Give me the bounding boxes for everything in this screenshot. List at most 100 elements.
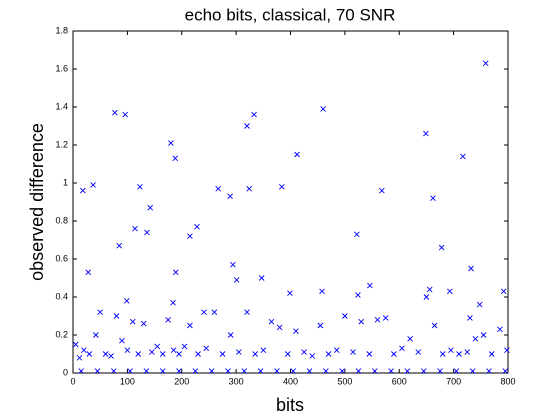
- point: [79, 187, 86, 194]
- point: [339, 368, 345, 374]
- x-axis-label: bits: [276, 395, 304, 415]
- point: [144, 229, 150, 236]
- point: [135, 351, 142, 357]
- point: [124, 297, 130, 304]
- point: [379, 187, 385, 194]
- point: [244, 309, 250, 316]
- x-tick-label: 500: [337, 376, 352, 386]
- point: [260, 347, 267, 354]
- point: [90, 182, 96, 188]
- point: [404, 368, 411, 374]
- point: [423, 294, 430, 300]
- point: [290, 368, 297, 374]
- point: [241, 368, 248, 374]
- point: [176, 368, 182, 374]
- point: [415, 349, 422, 355]
- point: [116, 242, 123, 249]
- point: [468, 265, 474, 272]
- chart-title: echo bits, classical, 70 SNR: [185, 5, 396, 24]
- point: [274, 368, 280, 374]
- y-tick-label: 1.8: [55, 25, 68, 35]
- y-tick-label: 1.2: [55, 139, 68, 149]
- point: [129, 318, 136, 325]
- point: [102, 351, 109, 357]
- point: [181, 343, 188, 350]
- point: [367, 282, 373, 289]
- point: [172, 269, 179, 276]
- point: [172, 155, 179, 162]
- y-tick-label: 0: [63, 367, 68, 377]
- point: [488, 351, 495, 357]
- point: [504, 347, 510, 354]
- point: [374, 316, 381, 323]
- point: [323, 368, 329, 374]
- point: [366, 351, 373, 357]
- point: [355, 368, 362, 374]
- point: [233, 277, 240, 283]
- point: [246, 185, 252, 192]
- point: [456, 351, 462, 357]
- point: [371, 368, 378, 374]
- point: [122, 111, 129, 118]
- point: [420, 368, 427, 374]
- point: [137, 183, 143, 190]
- point: [430, 195, 436, 202]
- point: [320, 106, 326, 112]
- point: [447, 288, 453, 295]
- point: [486, 368, 492, 374]
- point: [497, 326, 503, 333]
- point: [276, 324, 283, 331]
- point: [284, 351, 291, 357]
- point: [78, 368, 84, 374]
- y-tick-label: 0.2: [55, 329, 68, 339]
- point: [192, 368, 199, 374]
- point: [382, 315, 389, 321]
- point: [293, 328, 299, 335]
- point: [333, 347, 340, 354]
- point: [143, 368, 150, 374]
- point: [355, 292, 361, 298]
- point: [236, 349, 242, 355]
- point: [225, 368, 231, 374]
- y-tick-label: 1: [63, 177, 68, 187]
- point: [472, 335, 479, 342]
- point: [294, 151, 300, 158]
- point: [431, 322, 438, 329]
- x-tick-label: 600: [392, 376, 407, 386]
- point: [500, 288, 507, 295]
- point: [110, 368, 117, 374]
- point: [287, 290, 293, 297]
- point: [159, 368, 166, 374]
- point: [482, 60, 489, 67]
- point: [502, 368, 509, 374]
- point: [306, 368, 313, 374]
- point: [342, 313, 348, 319]
- point: [426, 286, 433, 293]
- point: [453, 368, 460, 374]
- point: [124, 347, 131, 354]
- point: [437, 368, 443, 374]
- y-tick-label: 0.8: [55, 215, 68, 225]
- point: [203, 345, 210, 352]
- point: [467, 315, 473, 321]
- point: [187, 233, 193, 240]
- point: [72, 341, 79, 348]
- y-tick-label: 0.4: [55, 291, 68, 301]
- point: [149, 349, 155, 355]
- point: [469, 368, 476, 374]
- point: [147, 204, 154, 211]
- point: [448, 347, 454, 354]
- point: [423, 130, 429, 137]
- point: [227, 193, 233, 200]
- point: [227, 332, 234, 338]
- point: [108, 353, 114, 359]
- point: [480, 332, 487, 338]
- point: [258, 275, 265, 281]
- point: [464, 349, 471, 355]
- point: [325, 351, 332, 357]
- point: [244, 123, 250, 129]
- point: [119, 337, 125, 344]
- point: [211, 309, 218, 316]
